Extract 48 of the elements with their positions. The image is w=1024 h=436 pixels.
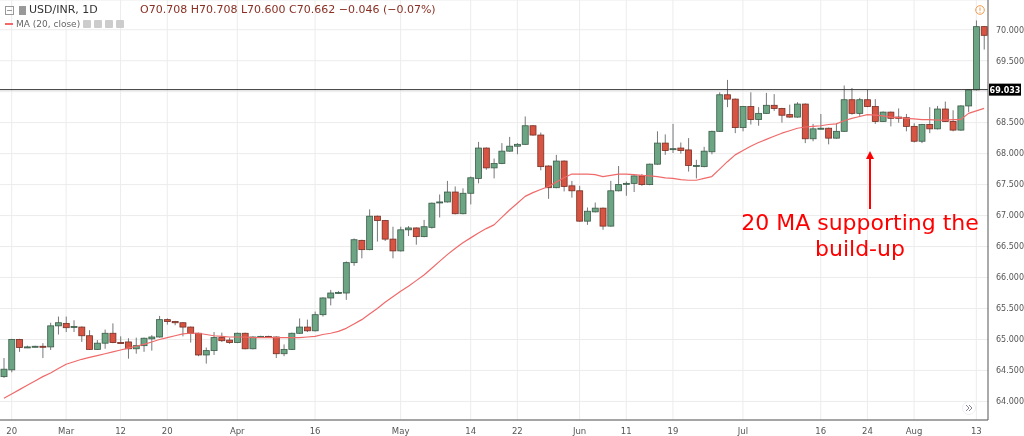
- y-tick-label: 69.500: [996, 56, 1024, 66]
- legend-label: MA (20, close): [16, 19, 81, 29]
- x-tick-label: Jun: [571, 426, 587, 436]
- y-tick-label: 64.500: [996, 366, 1024, 376]
- x-tick-label: 14: [465, 426, 477, 436]
- candlestick: [848, 87, 856, 116]
- y-tick-label: 65.500: [996, 304, 1024, 314]
- candlestick: [451, 185, 459, 215]
- x-tick-label: 11: [620, 426, 632, 436]
- y-tick-label: 68.500: [996, 118, 1024, 128]
- y-tick-label: 66.500: [996, 242, 1024, 252]
- x-tick-label: May: [391, 426, 410, 436]
- chart-subtitle: O70.708 H70.708 L70.600 C70.662 −0.046 (−0.07%): [140, 3, 436, 16]
- candlestick: [661, 133, 669, 156]
- candlestick: [747, 91, 755, 126]
- y-tick-label: 66.000: [996, 273, 1024, 283]
- line-series: [3, 107, 985, 399]
- y-tick-label: 67.500: [996, 180, 1024, 190]
- x-tick-label: Apr: [229, 426, 246, 436]
- candlestick: [70, 319, 78, 333]
- x-tick-label: Jul: [736, 426, 749, 436]
- x-tick-label: 20: [6, 426, 18, 436]
- x-tick-label: 13: [970, 426, 982, 436]
- chart-title: USD/INR, 1D: [29, 3, 98, 16]
- x-tick-label: 20: [161, 426, 173, 436]
- x-tick-label: 19: [667, 426, 679, 436]
- candlestick: [482, 146, 490, 171]
- y-tick-label: 67.000: [996, 211, 1024, 221]
- ref-line-label: 69.033: [989, 85, 1021, 95]
- candlestick: [39, 342, 47, 359]
- candlestick: [856, 97, 864, 118]
- y-tick-label: 65.000: [996, 335, 1024, 345]
- x-tick-label: Mar: [58, 426, 75, 436]
- x-tick-label: Aug: [905, 426, 923, 436]
- y-tick-label: 70.000: [996, 25, 1024, 35]
- y-tick-label: 68.000: [996, 149, 1024, 159]
- candlestick: [599, 207, 607, 231]
- candlestick: [669, 123, 677, 154]
- candlestick: [926, 106, 934, 134]
- candlestick: [739, 105, 747, 132]
- x-tick-label: 16: [815, 426, 827, 436]
- y-tick-label: 64.000: [996, 397, 1024, 407]
- x-tick-label: 22: [511, 426, 523, 436]
- x-tick-label: 24: [862, 426, 873, 436]
- x-tick-label: 12: [115, 426, 126, 436]
- annotation: 20 MA supporting the build-up: [740, 210, 980, 262]
- x-tick-label: 16: [309, 426, 321, 436]
- candlestick: [980, 25, 988, 51]
